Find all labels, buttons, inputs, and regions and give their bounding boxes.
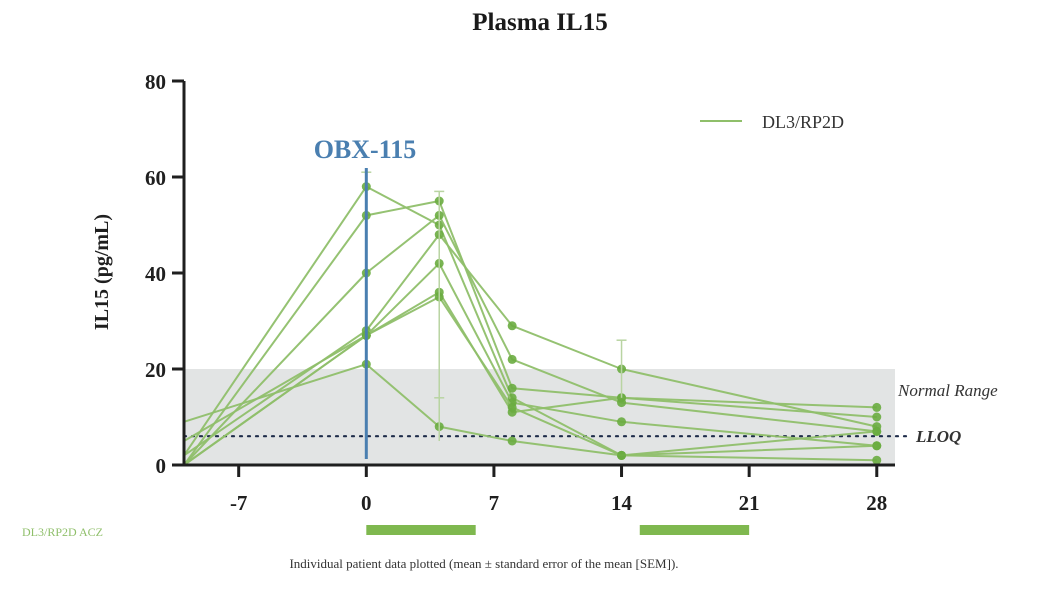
x-tick-label: 28	[866, 491, 887, 515]
y-tick-label: 40	[145, 262, 166, 286]
series-line-1	[183, 185, 877, 457]
series-line-4	[183, 233, 878, 457]
series-line-3	[183, 214, 877, 466]
data-point	[507, 402, 517, 412]
data-point	[872, 441, 882, 451]
data-point	[872, 455, 882, 465]
legend-label: DL3/RP2D	[762, 112, 844, 132]
x-tick-label: 7	[489, 491, 500, 515]
y-axis-label: IL15 (pg/mL)	[91, 214, 113, 330]
x-tick-label: 14	[611, 491, 633, 515]
regimen-label: DL3/RP2D ACZ	[22, 525, 103, 539]
data-point	[617, 450, 627, 460]
data-point	[617, 417, 627, 427]
data-point	[872, 412, 882, 422]
x-tick-label: -7	[230, 491, 248, 515]
regimen-bar-1	[366, 525, 476, 535]
x-tick-label: 21	[739, 491, 760, 515]
obx-115-annotation: OBX-115	[314, 135, 417, 164]
data-point	[507, 383, 517, 393]
series-line-7	[183, 296, 877, 462]
data-point	[507, 354, 517, 364]
y-tick-label: 60	[145, 166, 166, 190]
series-line-2	[183, 200, 877, 466]
x-tick-label: 0	[361, 491, 372, 515]
footnote: Individual patient data plotted (mean ± …	[289, 556, 678, 571]
regimen-bar-2	[639, 525, 750, 535]
data-point	[872, 402, 882, 412]
y-tick-label: 0	[156, 454, 167, 478]
series-line-8	[183, 363, 877, 457]
data-point	[872, 426, 882, 436]
data-point	[507, 436, 517, 446]
y-tick-label: 20	[145, 358, 166, 382]
data-point	[507, 321, 517, 331]
chart-title: Plasma IL15	[472, 9, 607, 36]
normal-range-label: Normal Range	[897, 381, 998, 400]
lloq-label: LLOQ	[915, 427, 961, 446]
y-tick-label: 80	[145, 70, 166, 94]
